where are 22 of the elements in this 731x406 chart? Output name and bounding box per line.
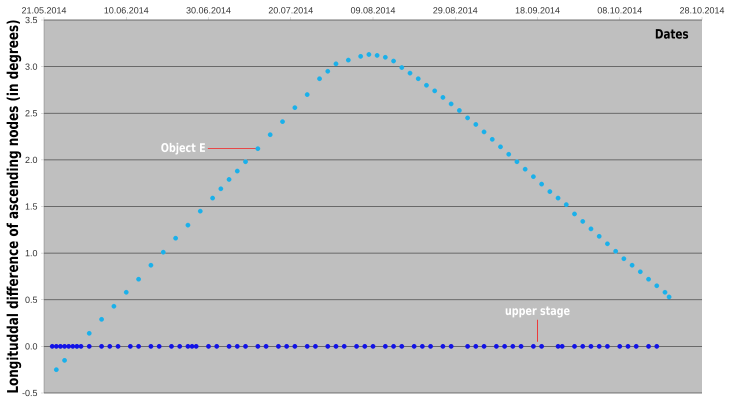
x-tick-label: 20.07.2014 (268, 7, 313, 14)
y-axis-title: Longituddal difference of ascending nodes (in degrees) (6, 20, 22, 392)
x-tick-label: 18.09.2014 (516, 7, 560, 14)
y-tick-label: 0.0 (25, 343, 38, 350)
x-tick-label: 29.08.2014 (433, 7, 478, 14)
x-tick-label: 28.10.2014 (680, 7, 724, 14)
y-tick-label: 3.0 (25, 63, 38, 70)
x-tick-label: 30.06.2014 (186, 7, 231, 14)
y-tick-label: -0.5 (22, 390, 38, 396)
x-tick-label: 10.06.2014 (104, 7, 148, 14)
x-tick-label: 09.08.2014 (350, 7, 396, 14)
x-tick-label: 08.10.2014 (598, 7, 642, 14)
y-tick-label: 3.5 (25, 16, 38, 24)
y-tick-label: 1.5 (26, 203, 38, 210)
x-tick-label: 21.05.2014 (22, 7, 66, 14)
y-tick-label: 0.5 (25, 296, 38, 303)
y-tick-label: 2.5 (25, 110, 38, 116)
y-tick-label: 1.0 (26, 250, 38, 256)
y-tick-label: 2.0 (25, 156, 38, 164)
x-axis-title: Dates (656, 29, 688, 39)
annotation: upper stage (506, 306, 570, 318)
annotation: Object E (161, 142, 205, 155)
